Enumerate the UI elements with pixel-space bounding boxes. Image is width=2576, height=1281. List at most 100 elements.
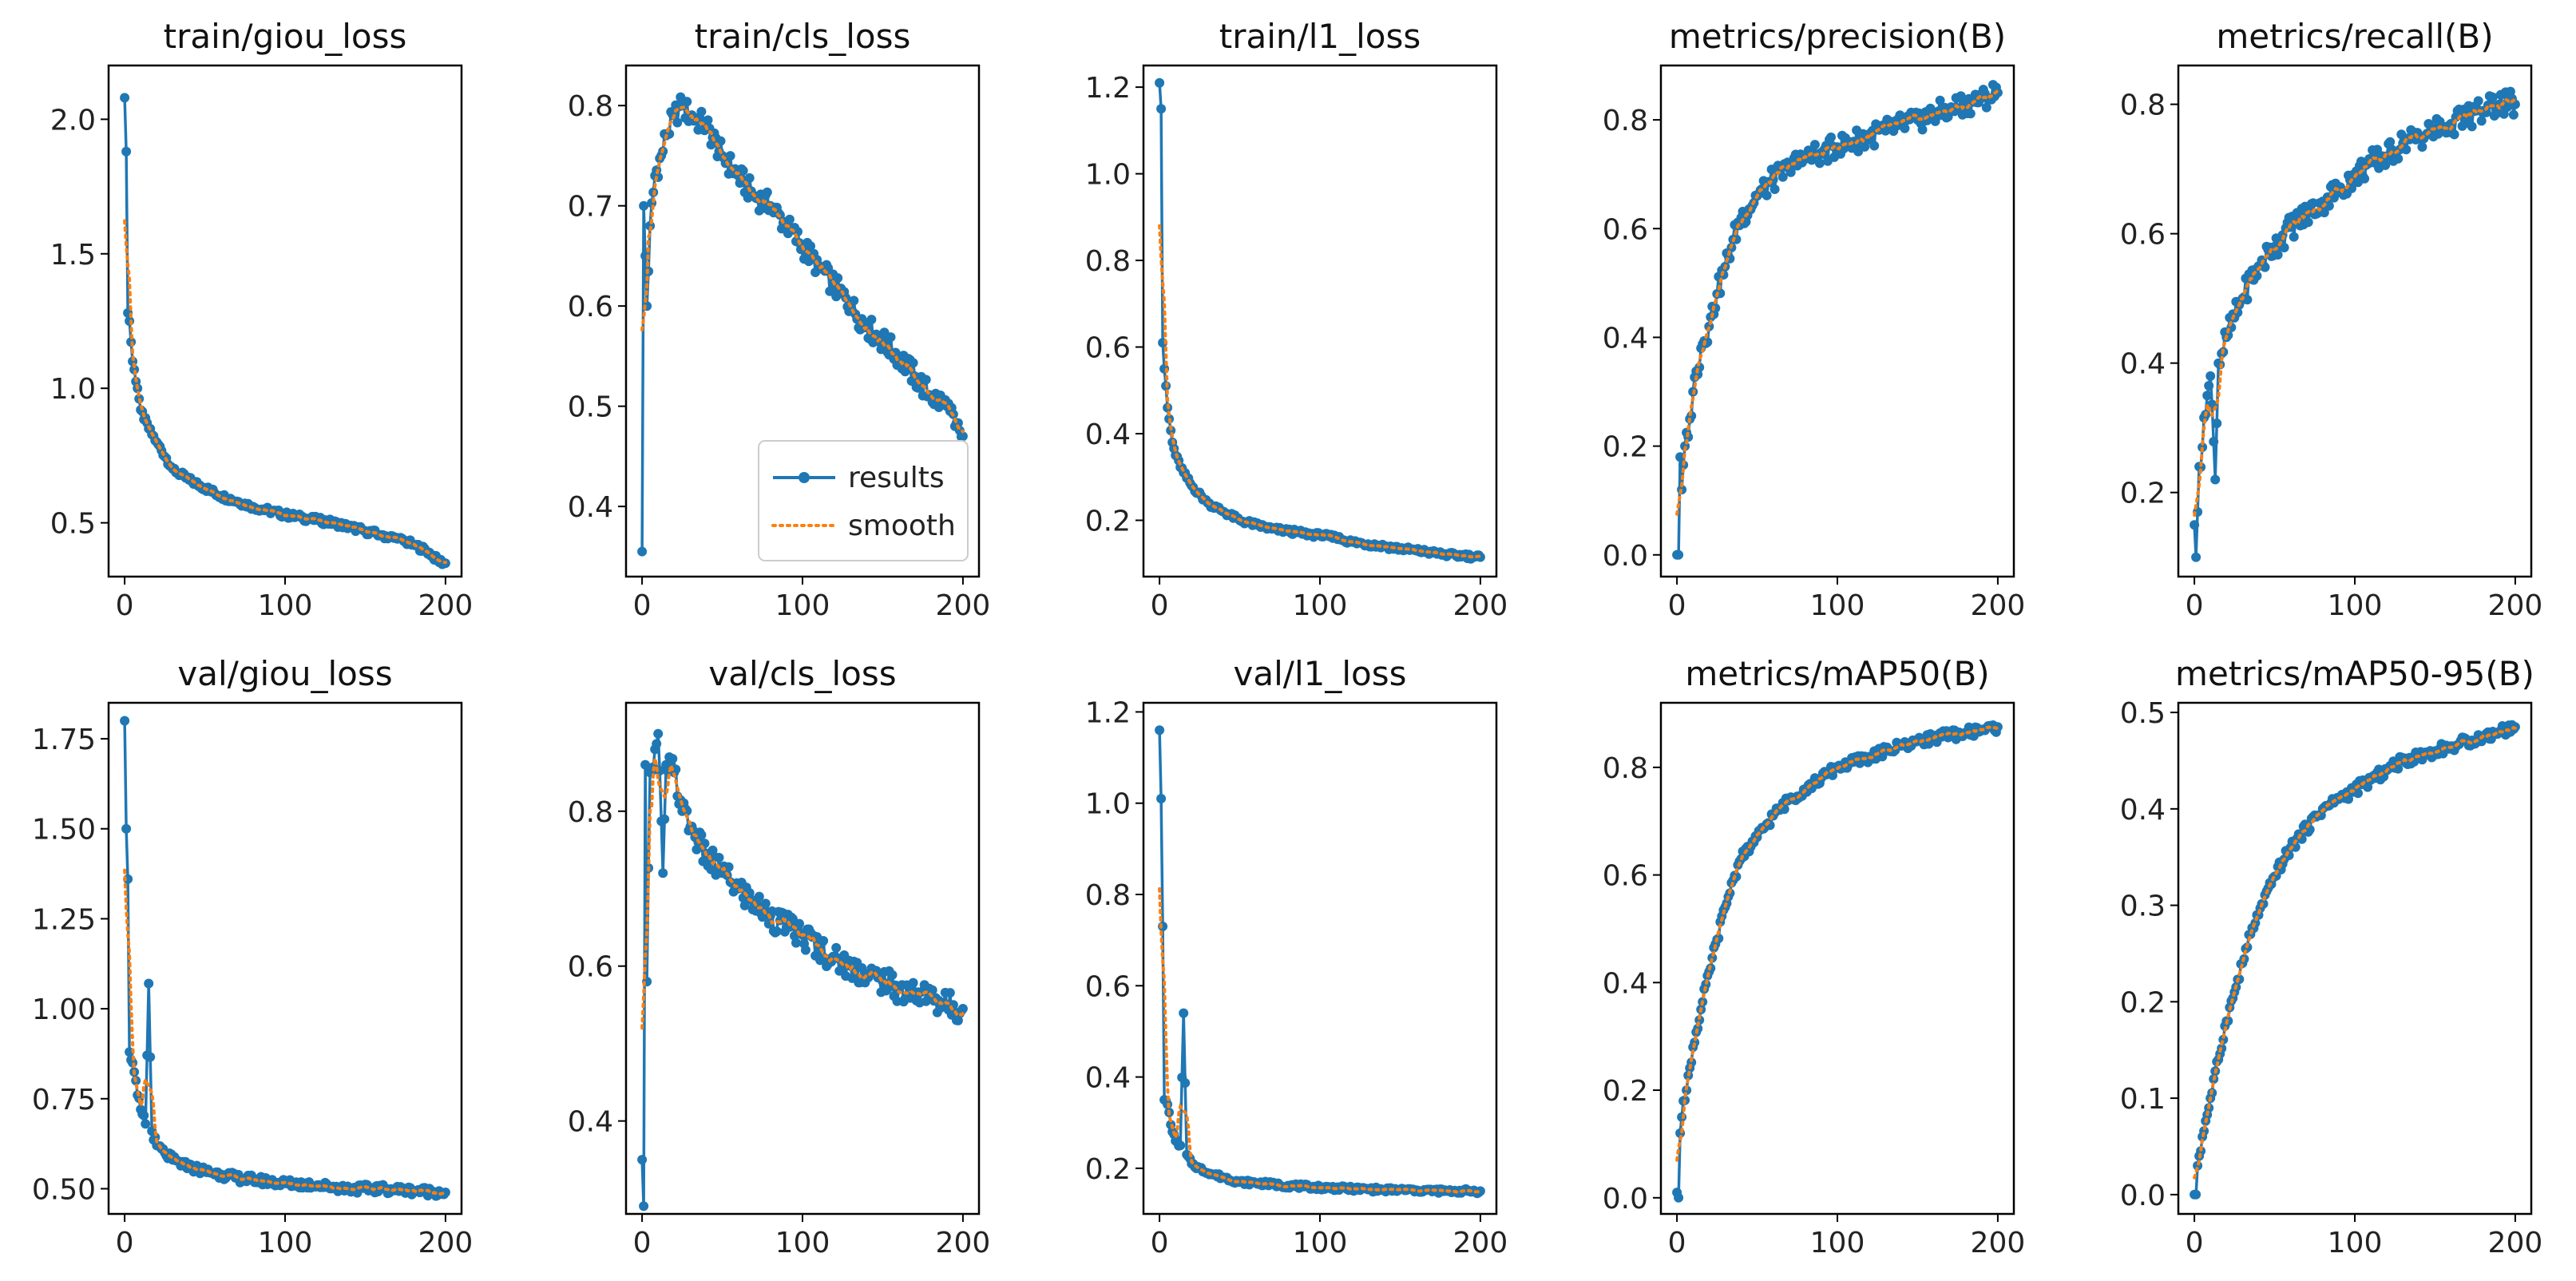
y-tick-label: 0.8 bbox=[1603, 105, 1648, 137]
y-tick-label: 1.0 bbox=[1085, 788, 1131, 821]
axes-frame bbox=[624, 701, 981, 1216]
smooth-line bbox=[123, 219, 447, 565]
x-tick-label: 0 bbox=[116, 1227, 134, 1259]
subplot-4: metrics/recall(B) 0 100 200 0.2 0.4 0.6 0.8 bbox=[2120, 17, 2543, 622]
y-tick-label: 0.7 bbox=[568, 191, 613, 224]
results-point bbox=[1156, 104, 1167, 114]
results-point bbox=[2273, 250, 2283, 260]
x-tick-label: 0 bbox=[2186, 589, 2204, 622]
results-point bbox=[957, 1004, 968, 1013]
smooth-line bbox=[1675, 725, 1999, 1162]
x-tick-label: 100 bbox=[1810, 589, 1865, 622]
subplot-title: metrics/mAP50-95(B) bbox=[2175, 654, 2534, 693]
results-line bbox=[2193, 89, 2517, 557]
legend-smooth-label: smooth bbox=[848, 510, 956, 542]
results-point bbox=[121, 146, 132, 157]
results-point bbox=[1826, 132, 1836, 142]
y-tick-label: 1.2 bbox=[1085, 72, 1131, 105]
y-tick-label: 0.2 bbox=[1085, 1153, 1131, 1186]
results-point bbox=[2205, 371, 2216, 381]
results-point bbox=[2502, 102, 2512, 112]
results-point bbox=[2476, 116, 2487, 126]
x-tick-label: 100 bbox=[1293, 589, 1348, 622]
results-point bbox=[1475, 552, 1485, 562]
results-point bbox=[2417, 142, 2427, 152]
subplot-title: train/l1_loss bbox=[1219, 17, 1421, 56]
results-point bbox=[639, 1201, 649, 1212]
results-point bbox=[668, 754, 678, 763]
axes-frame bbox=[624, 64, 981, 578]
x-tick-label: 100 bbox=[1810, 1227, 1865, 1259]
y-tick-label: 0.8 bbox=[2120, 89, 2166, 122]
x-tick-label: 100 bbox=[2328, 589, 2383, 622]
results-point bbox=[120, 716, 130, 726]
axes-frame bbox=[2177, 701, 2533, 1216]
legend-box bbox=[758, 440, 969, 561]
x-tick-label: 100 bbox=[775, 1227, 830, 1259]
smooth-line bbox=[2193, 725, 2517, 1180]
x-tick-label: 200 bbox=[418, 589, 474, 622]
results-point bbox=[658, 868, 668, 878]
results-point bbox=[2467, 121, 2477, 132]
results-point bbox=[125, 316, 135, 326]
results-point bbox=[2199, 1126, 2209, 1136]
results-point bbox=[1707, 953, 1718, 963]
y-tick-label: 1.5 bbox=[50, 239, 96, 272]
results-point bbox=[1935, 95, 1945, 105]
results-point bbox=[672, 117, 683, 128]
axes-frame bbox=[1142, 701, 1498, 1216]
results-point bbox=[1814, 158, 1825, 169]
results-point bbox=[833, 273, 843, 284]
results-point bbox=[2242, 295, 2253, 305]
y-tick-label: 0.4 bbox=[568, 491, 613, 524]
results-point bbox=[2360, 173, 2370, 184]
x-tick-label: 200 bbox=[2488, 1227, 2543, 1259]
results-point bbox=[2508, 109, 2519, 120]
smooth-line bbox=[1675, 89, 1999, 516]
results-point bbox=[738, 165, 748, 176]
y-tick-label: 0.1 bbox=[2120, 1083, 2166, 1116]
y-tick-label: 1.2 bbox=[1085, 696, 1131, 729]
smooth-line bbox=[1158, 886, 1482, 1194]
results-point bbox=[1809, 140, 1820, 150]
x-tick-label: 0 bbox=[1668, 1227, 1686, 1259]
subplot-0: train/giou_loss 0 100 200 0.5 1.0 1.5 2.0 bbox=[50, 17, 474, 622]
subplot-title: val/giou_loss bbox=[177, 654, 392, 693]
subplot-title: val/cls_loss bbox=[708, 654, 896, 693]
legend: results smooth bbox=[758, 440, 969, 561]
results-point bbox=[141, 1119, 151, 1129]
results-point bbox=[1900, 123, 1910, 133]
results-point bbox=[653, 728, 664, 739]
y-tick-label: 0.8 bbox=[568, 90, 613, 123]
results-point bbox=[2289, 232, 2299, 242]
y-tick-label: 1.25 bbox=[32, 903, 96, 936]
results-point bbox=[849, 295, 859, 306]
results-point bbox=[2393, 153, 2404, 164]
y-tick-label: 1.0 bbox=[50, 373, 96, 406]
results-point bbox=[1175, 1140, 1186, 1151]
results-point bbox=[2209, 437, 2219, 446]
subplot-7: val/l1_loss 0 100 200 0.2 0.4 0.6 0.8 1.0 1.2 bbox=[1085, 654, 1508, 1259]
x-tick-label: 0 bbox=[633, 1227, 652, 1259]
x-tick-label: 0 bbox=[116, 589, 134, 622]
results-point bbox=[2290, 842, 2301, 852]
results-point bbox=[1869, 141, 1880, 151]
results-point bbox=[1917, 125, 1928, 135]
results-point bbox=[2353, 788, 2363, 799]
x-tick-label: 100 bbox=[2328, 1227, 2383, 1259]
smooth-line bbox=[2193, 97, 2517, 517]
subplot-title: metrics/precision(B) bbox=[1669, 17, 2006, 56]
results-point bbox=[806, 241, 815, 252]
results-point bbox=[1690, 1037, 1700, 1048]
x-tick-label: 200 bbox=[936, 1227, 991, 1259]
y-tick-label: 0.8 bbox=[1085, 245, 1131, 278]
results-point bbox=[2449, 129, 2459, 140]
results-point bbox=[2260, 262, 2270, 272]
y-tick-label: 0.6 bbox=[568, 951, 613, 984]
results-point bbox=[723, 862, 734, 872]
axes-frame bbox=[1142, 64, 1498, 578]
y-tick-label: 0.4 bbox=[1603, 967, 1648, 1000]
y-tick-label: 0.8 bbox=[1085, 879, 1131, 912]
y-tick-label: 0.0 bbox=[2120, 1180, 2166, 1212]
results-point bbox=[760, 898, 771, 909]
